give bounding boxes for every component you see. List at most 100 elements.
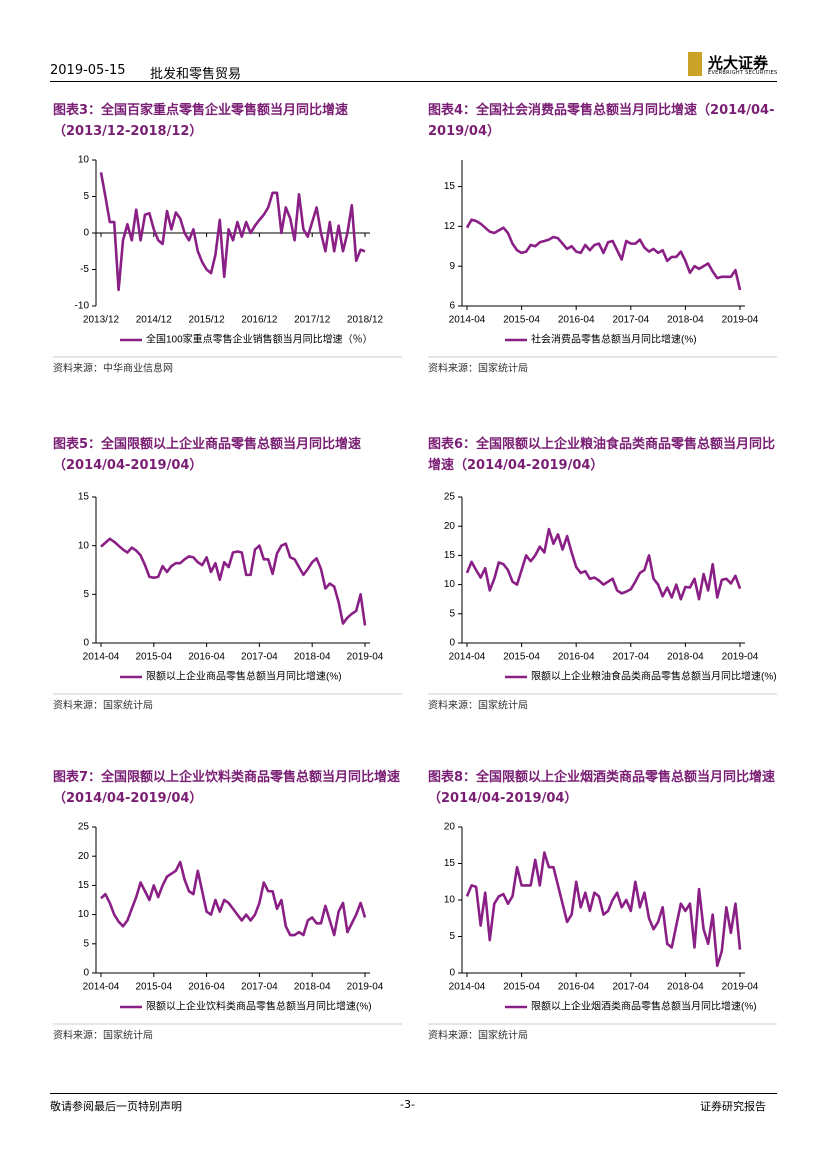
- footer-rule: [50, 1093, 777, 1094]
- x-tick-label: 2015/12: [189, 315, 226, 326]
- y-tick-label: 5: [83, 191, 89, 202]
- y-tick-label: 15: [444, 550, 456, 561]
- x-tick-label: 2016/12: [241, 315, 278, 326]
- x-tick-label: 2015-04: [503, 652, 540, 663]
- y-tick-label: -10: [75, 301, 90, 312]
- header-sector: 批发和零售贸易: [150, 67, 242, 82]
- y-tick-label: 10: [78, 909, 90, 920]
- x-tick-label: 2018-04: [294, 982, 331, 993]
- y-tick-label: 0: [83, 638, 89, 649]
- y-tick-label: 10: [444, 895, 456, 906]
- figure-title: 图表7：全国限额以上企业饮料类商品零售总额当月同比增速（2014/04-2019…: [53, 770, 401, 806]
- source: 资料来源：国家统计局: [428, 362, 528, 375]
- x-tick-label: 2017-04: [612, 982, 649, 993]
- source: 资料来源：国家统计局: [53, 699, 153, 712]
- y-tick-label: 20: [444, 521, 456, 532]
- y-tick-label: 10: [444, 579, 456, 590]
- x-tick-label: 2018-04: [667, 315, 704, 326]
- chart: 0 5 10 15 20 2014-04 2015-04 2016-04 2017-04 2018…: [428, 822, 777, 1042]
- y-tick-label: 0: [83, 228, 89, 239]
- x-tick-label: 2013/12: [83, 315, 120, 326]
- logo-text: 光大证券: [708, 54, 769, 72]
- x-tick-label: 2016-04: [558, 315, 595, 326]
- source: 资料来源：国家统计局: [428, 699, 528, 712]
- x-tick-label: 2018-04: [294, 652, 331, 663]
- legend-label: 限额以上企业粮油食品类商品零售总额当月同比增速(%): [531, 670, 777, 683]
- chart: 0 5 10 15 2014-04 2015-04 2016-04 2017-04 2018-0…: [53, 492, 402, 712]
- x-tick-label: 2018-04: [667, 652, 704, 663]
- y-tick-label: -5: [80, 264, 89, 275]
- y-tick-label: 0: [449, 968, 455, 979]
- figure-title: 图表3：全国百家重点零售企业零售额当月同比增速（2013/12-2018/12）: [53, 103, 349, 139]
- source: 资料来源：国家统计局: [53, 1029, 153, 1042]
- chart: 6 9 12 15 2014-04 2015-04 2016-04 2017-04 2018-0…: [428, 160, 777, 375]
- header-date: 2019-05-15: [50, 63, 126, 78]
- y-tick-label: 15: [78, 880, 90, 891]
- legend-label: 社会消费品零售总额当月同比增速(%): [531, 333, 697, 346]
- series-line: [99, 172, 366, 292]
- x-tick-label: 2019-04: [722, 315, 759, 326]
- x-tick-label: 2017/12: [294, 315, 331, 326]
- legend-label: 限额以上企业烟酒类商品零售总额当月同比增速(%): [531, 1000, 757, 1013]
- y-tick-label: 10: [78, 540, 90, 551]
- x-tick-label: 2018/12: [347, 315, 384, 326]
- y-tick-label: 10: [78, 155, 90, 166]
- x-tick-label: 2014-04: [449, 652, 486, 663]
- series-line: [465, 527, 742, 601]
- logo-en: EVERBRIGHT SECURITIES: [708, 70, 778, 76]
- x-tick-label: 2019-04: [722, 982, 759, 993]
- chart: -10 -5 0 5 10 2013/12 2014/12 2015/12 2016/12 201…: [53, 155, 402, 375]
- legend-label: 限额以上企业饮料类商品零售总额当月同比增速(%): [146, 1000, 372, 1013]
- series-line: [465, 218, 742, 291]
- x-tick-label: 2014-04: [83, 652, 120, 663]
- y-tick-label: 5: [449, 931, 455, 942]
- x-tick-label: 2017-04: [612, 652, 649, 663]
- y-tick-label: 0: [449, 638, 455, 649]
- chart: 0 5 10 15 20 25 2014-04 2015-04 2016-04 2017-04 20…: [428, 492, 777, 712]
- x-tick-label: 2017-04: [241, 982, 278, 993]
- footer-left: 敬请参阅最后一页特别声明: [50, 1100, 182, 1113]
- y-tick-label: 9: [449, 261, 455, 272]
- y-tick-label: 6: [449, 301, 455, 312]
- footer-right: 证券研究报告: [700, 1100, 766, 1113]
- footer-page: -3-: [400, 1098, 415, 1111]
- y-tick-label: 5: [83, 589, 89, 600]
- y-tick-label: 20: [78, 851, 90, 862]
- x-tick-label: 2014-04: [449, 982, 486, 993]
- x-tick-label: 2019-04: [722, 652, 759, 663]
- x-tick-label: 2016-04: [188, 652, 225, 663]
- x-tick-label: 2017-04: [612, 315, 649, 326]
- x-tick-label: 2014/12: [136, 315, 173, 326]
- header-rule: [50, 81, 777, 82]
- legend-label: 限额以上企业商品零售总额当月同比增速(%): [146, 670, 342, 683]
- series-line: [465, 851, 742, 967]
- chart: 0 5 10 15 20 25 2014-04 2015-04 2016-04 2017-04 20…: [53, 822, 402, 1042]
- x-tick-label: 2017-04: [241, 652, 278, 663]
- x-tick-label: 2019-04: [347, 652, 384, 663]
- legend-label: 全国100家重点零售企业销售额当月同比增速（％）: [146, 333, 373, 346]
- x-tick-label: 2019-04: [347, 982, 384, 993]
- y-tick-label: 15: [444, 858, 456, 869]
- figure-title: 图表5：全国限额以上企业商品零售总额当月同比增速（2014/04-2019/04…: [53, 437, 362, 473]
- series-line: [100, 537, 367, 626]
- figure-title: 图表8：全国限额以上企业烟酒类商品零售总额当月同比增速（2014/04-2019…: [428, 770, 776, 806]
- y-tick-label: 15: [444, 181, 456, 192]
- x-tick-label: 2016-04: [188, 982, 225, 993]
- y-tick-label: 25: [444, 492, 456, 503]
- x-tick-label: 2014-04: [83, 982, 120, 993]
- x-tick-label: 2016-04: [558, 652, 595, 663]
- source: 资料来源：国家统计局: [428, 1029, 528, 1042]
- figure-title: 图表6：全国限额以上企业粮油食品类商品零售总额当月同比增速（2014/04-20…: [428, 437, 776, 473]
- x-tick-label: 2015-04: [503, 315, 540, 326]
- y-tick-label: 20: [444, 822, 456, 833]
- y-tick-label: 12: [444, 221, 456, 232]
- logo-icon: [688, 52, 702, 76]
- x-tick-label: 2016-04: [558, 982, 595, 993]
- x-tick-label: 2014-04: [449, 315, 486, 326]
- x-tick-label: 2015-04: [503, 982, 540, 993]
- y-tick-label: 5: [449, 608, 455, 619]
- y-tick-label: 15: [78, 492, 90, 503]
- x-tick-label: 2015-04: [135, 652, 172, 663]
- series-line: [100, 860, 367, 937]
